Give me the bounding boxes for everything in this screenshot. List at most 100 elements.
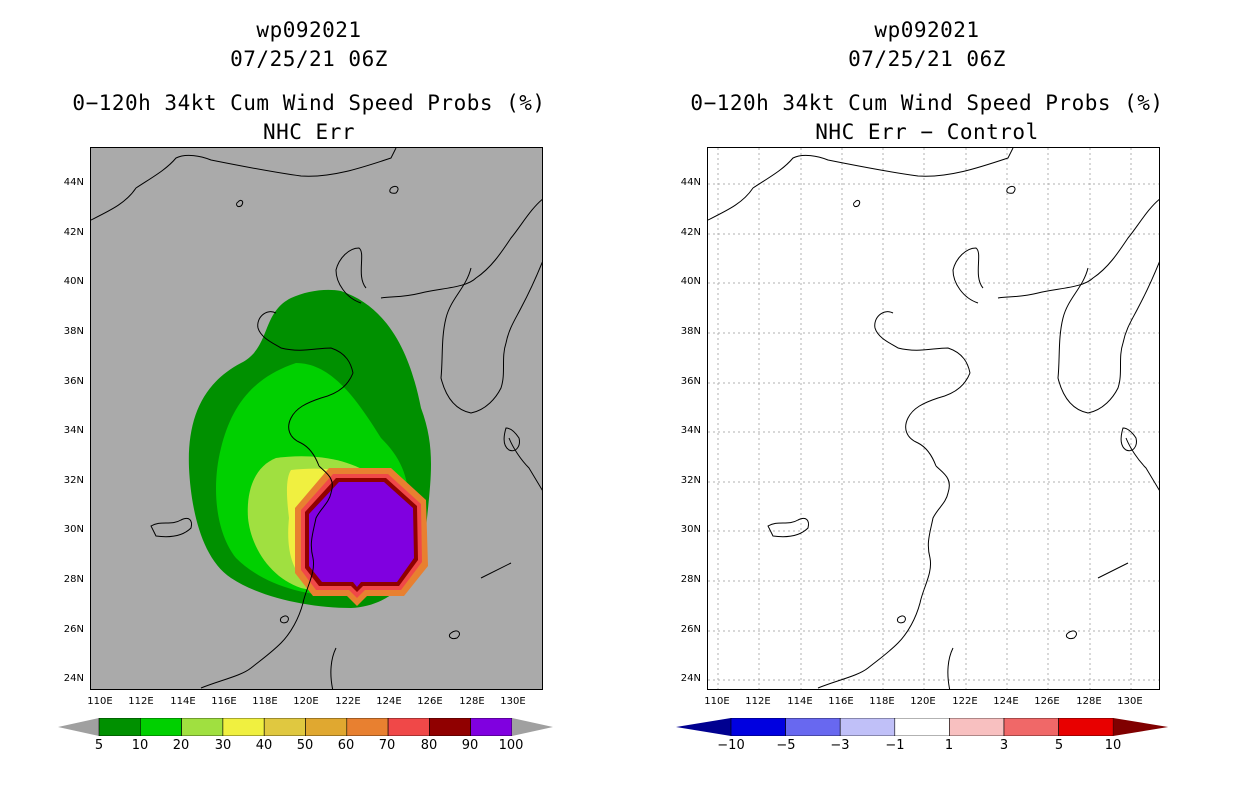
colorbar-label: 10 (1104, 738, 1122, 753)
lon-label: 126E (1034, 696, 1060, 707)
map-canvas (91, 148, 542, 689)
lat-label: 32N (680, 475, 701, 486)
colorbar (58, 718, 553, 736)
lat-label: 42N (63, 227, 84, 238)
lat-label: 26N (63, 624, 84, 635)
colorbar-label: 60 (337, 738, 355, 753)
lon-label: 110E (704, 696, 730, 707)
colorbar-swatch (730, 718, 786, 736)
colorbar-label: 5 (94, 738, 104, 753)
lon-label: 116E (828, 696, 854, 707)
difference-map (707, 147, 1160, 690)
lon-label: 110E (87, 696, 113, 707)
lat-label: 24N (680, 673, 701, 684)
colorbar-label: 70 (378, 738, 396, 753)
lon-label: 128E (459, 696, 485, 707)
colorbar-swatch (470, 718, 513, 736)
storm-id: wp092021 (874, 18, 980, 42)
colorbar-label: 30 (214, 738, 232, 753)
lon-label: 130E (500, 696, 526, 707)
lon-label: 122E (335, 696, 361, 707)
colorbar-label: −5 (776, 738, 796, 753)
colorbar (676, 718, 1169, 736)
colorbar-swatch (387, 718, 430, 736)
lat-label: 42N (680, 227, 701, 238)
colorbar-swatch (305, 718, 348, 736)
lon-label: 120E (910, 696, 936, 707)
lon-label: 118E (252, 696, 278, 707)
colorbar-label: 50 (296, 738, 314, 753)
colorbar-swatch (785, 718, 841, 736)
colorbar-label: 90 (461, 738, 479, 753)
lat-label: 30N (680, 524, 701, 535)
colorbar-swatch (346, 718, 389, 736)
lat-label: 24N (63, 673, 84, 684)
probability-map (90, 147, 543, 690)
storm-id: wp092021 (256, 18, 362, 42)
colorbar-swatch (1058, 718, 1114, 736)
colorbar-label: 10 (131, 738, 149, 753)
lat-label: 28N (63, 574, 84, 585)
lon-label: 128E (1076, 696, 1102, 707)
product-title: 0−120h 34kt Cum Wind Speed Probs (%) (72, 91, 546, 115)
right-panel: wp092021 07/25/21 06Z 0−120h 34kt Cum Wi… (618, 0, 1236, 800)
lon-label: 130E (1117, 696, 1143, 707)
lat-label: 36N (63, 376, 84, 387)
colorbar-swatch (263, 718, 306, 736)
lat-label: 40N (63, 276, 84, 287)
lon-label: 124E (376, 696, 402, 707)
colorbar-label: 40 (255, 738, 273, 753)
lat-label: 36N (680, 376, 701, 387)
colorbar-swatch (1003, 718, 1059, 736)
lon-label: 120E (293, 696, 319, 707)
lon-label: 112E (745, 696, 771, 707)
lat-label: 38N (680, 326, 701, 337)
lon-label: 122E (952, 696, 978, 707)
lon-label: 114E (170, 696, 196, 707)
datetime: 07/25/21 06Z (848, 47, 1006, 71)
colorbar-swatch (429, 718, 471, 736)
lat-label: 28N (680, 574, 701, 585)
coastline-group (708, 148, 1159, 689)
lon-label: 114E (787, 696, 813, 707)
lat-label: 40N (680, 276, 701, 287)
product-title: 0−120h 34kt Cum Wind Speed Probs (%) (690, 91, 1164, 115)
left-panel: wp092021 07/25/21 06Z 0−120h 34kt Cum Wi… (58, 18, 553, 753)
subtitle: NHC Err (262, 120, 355, 144)
lon-label: 118E (869, 696, 895, 707)
colorbar-label: 3 (999, 738, 1009, 753)
lat-label: 38N (63, 326, 84, 337)
datetime: 07/25/21 06Z (230, 47, 388, 71)
colorbar-swatch (894, 718, 950, 736)
colorbar-label: 1 (944, 738, 954, 753)
colorbar-swatch (98, 718, 141, 736)
colorbar-end-low (58, 718, 99, 736)
colorbar-swatch (839, 718, 896, 736)
lat-label: 26N (680, 624, 701, 635)
colorbar-label: −10 (717, 738, 745, 753)
lat-label: 44N (63, 177, 84, 188)
grid-lines (708, 148, 1159, 689)
colorbar-end-low (676, 718, 731, 736)
prob-contour-100 (309, 482, 414, 587)
lat-label: 34N (680, 425, 701, 436)
colorbar-label: −3 (830, 738, 850, 753)
colorbar-label: 80 (420, 738, 438, 753)
colorbar-label: 5 (1054, 738, 1064, 753)
colorbar-label: 100 (498, 738, 524, 753)
colorbar-label: 20 (172, 738, 190, 753)
colorbar-swatch (181, 718, 224, 736)
lon-label: 124E (993, 696, 1019, 707)
colorbar-swatch (949, 718, 1005, 736)
coastline-group (91, 148, 542, 689)
lat-label: 44N (680, 177, 701, 188)
subtitle: NHC Err − Control (815, 120, 1039, 144)
lat-label: 34N (63, 425, 84, 436)
lon-label: 116E (211, 696, 237, 707)
lat-label: 30N (63, 524, 84, 535)
lon-label: 126E (417, 696, 443, 707)
map-canvas (708, 148, 1159, 689)
lat-label: 32N (63, 475, 84, 486)
colorbar-swatch (140, 718, 182, 736)
colorbar-label: −1 (885, 738, 905, 753)
